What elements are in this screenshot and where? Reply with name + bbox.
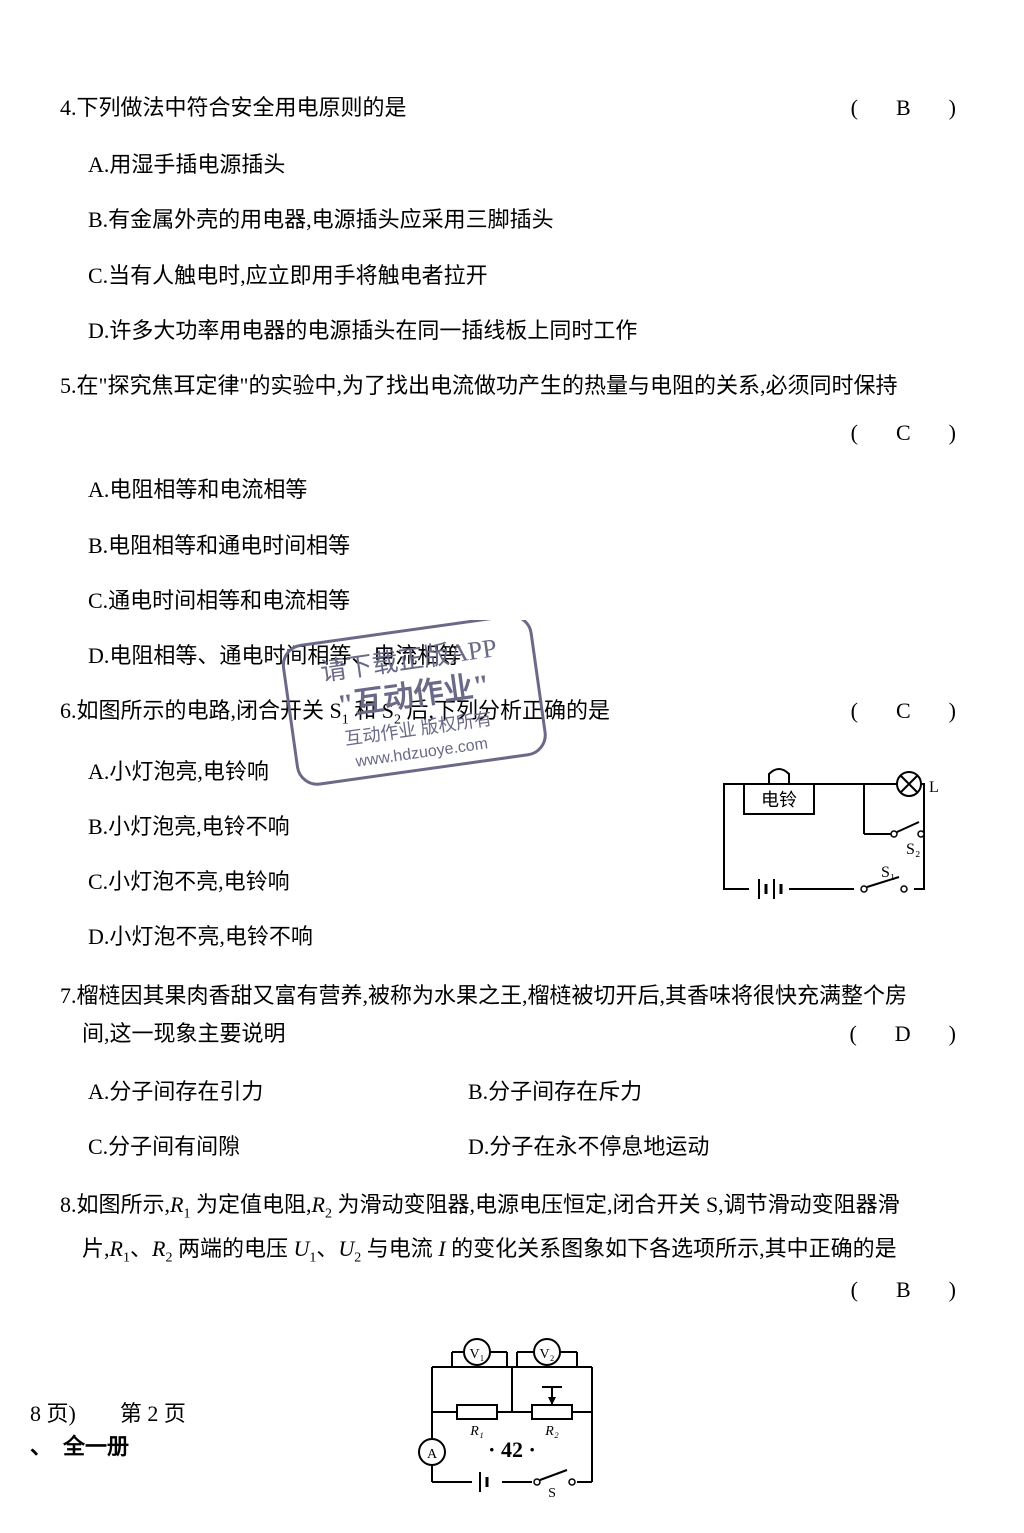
q6-circuit-diagram: 电铃 L S₂ S₁ bbox=[714, 764, 944, 914]
v2-label: V₂ bbox=[540, 1347, 555, 1362]
q4-option-a: A.用湿手插电源插头 bbox=[60, 147, 964, 182]
q8-stem-line1: 8.如图所示,R1 为定值电阻,R2 为滑动变阻器,电源电压恒定,闭合开关 S,… bbox=[60, 1184, 964, 1228]
q5-option-c: C.通电时间相等和电流相等 bbox=[60, 583, 964, 618]
q7-option-d: D.分子在永不停息地运动 bbox=[468, 1129, 709, 1164]
v1-label: V₁ bbox=[470, 1347, 485, 1362]
q5-option-b: B.电阻相等和通电时间相等 bbox=[60, 528, 964, 563]
q7-stem-line1: 7.榴梿因其果肉香甜又富有营养,被称为水果之王,榴梿被切开后,其香味将很快充满整… bbox=[60, 975, 964, 1017]
q7-text2: 间,这一现象主要说明 bbox=[82, 1016, 829, 1051]
q4-answer: ( B ) bbox=[851, 90, 964, 125]
q7-answer: ( D ) bbox=[849, 1016, 964, 1051]
q5-option-d: D.电阻相等、通电时间相等、电流相等 bbox=[60, 638, 964, 673]
q5-stem: 5.在"探究焦耳定律"的实验中,为了找出电流做功产生的热量与电阻的关系,必须同时… bbox=[60, 368, 964, 403]
q6-stem: 6.如图所示的电路,闭合开关 S1 和 S2 后,下列分析正确的是 ( C ) bbox=[60, 693, 964, 732]
q6-option-d: D.小灯泡不亮,电铃不响 bbox=[60, 919, 714, 954]
q8-answer: ( B ) bbox=[851, 1272, 964, 1307]
q7-stem-line2: 间,这一现象主要说明 ( D ) bbox=[60, 1016, 964, 1051]
q6-text: 6.如图所示的电路,闭合开关 S1 和 S2 后,下列分析正确的是 bbox=[60, 693, 831, 732]
bell-label: 电铃 bbox=[761, 790, 797, 810]
q5-text: 5.在"探究焦耳定律"的实验中,为了找出电流做功产生的热量与电阻的关系,必须同时… bbox=[60, 368, 964, 403]
q7-options-row1: A.分子间存在引力 B.分子间存在斥力 bbox=[60, 1074, 964, 1109]
lamp-label: L bbox=[929, 779, 939, 796]
q5-answer: ( C ) bbox=[851, 415, 964, 450]
q4-stem: 4.下列做法中符合安全用电原则的是 ( B ) bbox=[60, 90, 964, 125]
q7-option-b: B.分子间存在斥力 bbox=[468, 1074, 642, 1109]
footer-page-number: · 42 · bbox=[488, 1437, 536, 1463]
q8-stem-line2: 片,R1、R2 两端的电压 U1、U2 与电流 I 的变化关系图象如下各选项所示… bbox=[60, 1228, 964, 1272]
q4-option-c: C.当有人触电时,应立即用手将触电者拉开 bbox=[60, 258, 964, 293]
q8-answer-line: ( B ) bbox=[60, 1272, 964, 1307]
q5-option-a: A.电阻相等和电流相等 bbox=[60, 472, 964, 507]
footer-left: 8 页) 第 2 页 、 全一册 bbox=[0, 1397, 186, 1463]
s2-label: S₂ bbox=[906, 841, 920, 858]
q4-option-b: B.有金属外壳的用电器,电源插头应采用三脚插头 bbox=[60, 202, 964, 237]
q5-answer-line: ( C ) bbox=[60, 415, 964, 450]
q4-option-d: D.许多大功率用电器的电源插头在同一插线板上同时工作 bbox=[60, 313, 964, 348]
q7-option-c: C.分子间有间隙 bbox=[88, 1129, 468, 1164]
q4-text: 4.下列做法中符合安全用电原则的是 bbox=[60, 90, 831, 125]
q6-body: A.小灯泡亮,电铃响 B.小灯泡亮,电铃不响 C.小灯泡不亮,电铃响 D.小灯泡… bbox=[60, 754, 964, 975]
q7-option-a: A.分子间存在引力 bbox=[88, 1074, 468, 1109]
page-footer: 8 页) 第 2 页 、 全一册 · 42 · bbox=[0, 1397, 1024, 1463]
q6-option-a: A.小灯泡亮,电铃响 bbox=[60, 754, 714, 789]
s-label: S bbox=[548, 1486, 556, 1497]
s1-label: S₁ bbox=[881, 864, 895, 881]
q6-option-b: B.小灯泡亮,电铃不响 bbox=[60, 809, 714, 844]
q6-answer: ( C ) bbox=[851, 693, 964, 728]
q7-options-row2: C.分子间有间隙 D.分子在永不停息地运动 bbox=[60, 1129, 964, 1164]
page-container: 4.下列做法中符合安全用电原则的是 ( B ) A.用湿手插电源插头 B.有金属… bbox=[0, 0, 1024, 1533]
q6-option-c: C.小灯泡不亮,电铃响 bbox=[60, 864, 714, 899]
